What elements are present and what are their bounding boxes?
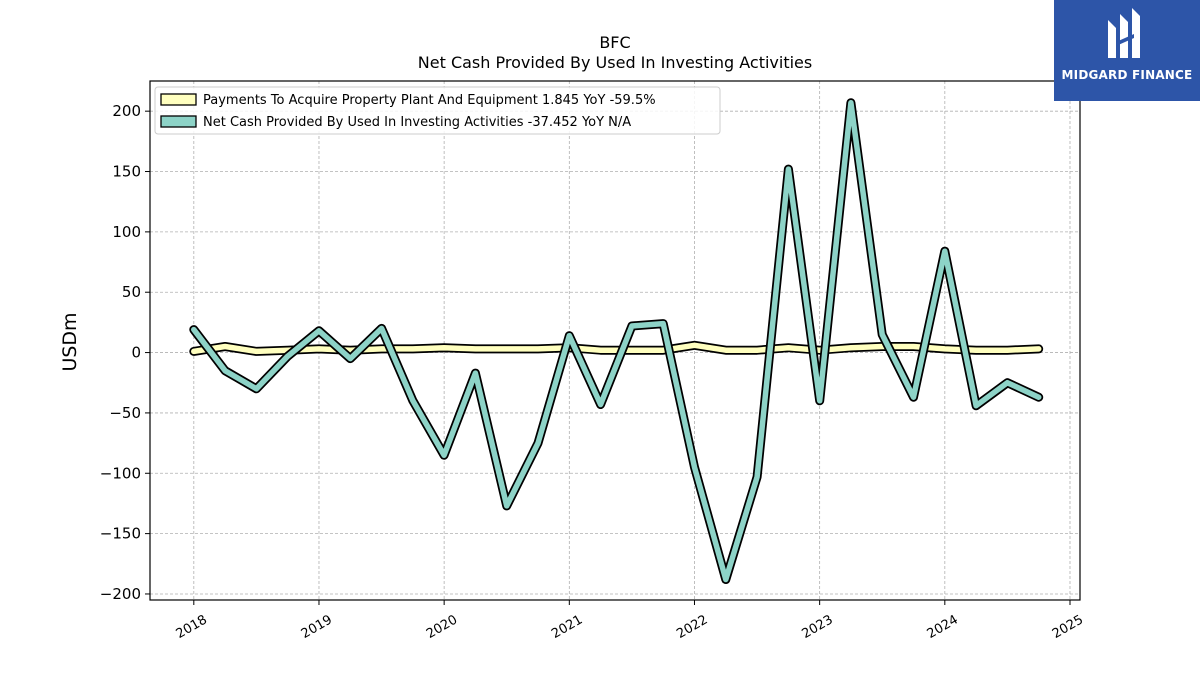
x-tick-label: 2020 (424, 612, 460, 642)
x-tick-label: 2025 (1050, 612, 1086, 642)
grid (150, 81, 1080, 600)
series-layer (189, 98, 1044, 584)
brand-logo: MIDGARD FINANCE (1054, 0, 1200, 101)
x-tick-label: 2018 (174, 612, 210, 642)
plot-frame (149, 80, 1081, 601)
chart-subtitle: Net Cash Provided By Used In Investing A… (418, 53, 812, 72)
legend: Payments To Acquire Property Plant And E… (154, 86, 721, 135)
x-tick-label: 2021 (549, 612, 585, 642)
y-tick-label: 50 (122, 283, 141, 301)
legend-label-net-cash: Net Cash Provided By Used In Investing A… (203, 115, 631, 130)
chart-title: BFC (599, 33, 630, 52)
x-tick-label: 2024 (925, 612, 961, 642)
y-tick-label: 0 (131, 344, 141, 362)
legend-swatch-net-cash (160, 115, 197, 128)
y-tick-label: 150 (112, 163, 141, 181)
legend-box (154, 86, 721, 135)
legend-label-ppe: Payments To Acquire Property Plant And E… (203, 93, 656, 108)
y-tick-label: −100 (100, 464, 141, 482)
x-tick-label: 2022 (674, 612, 710, 642)
x-tick-label: 2019 (299, 612, 335, 642)
axes: 200 150 100 50 0 −50 −100 −150 −200 2018 2019 2020 2… (100, 102, 1086, 642)
series-line-outline-1 (189, 98, 1044, 584)
y-tick-label: 200 (112, 102, 141, 120)
y-axis-label: USDm (59, 312, 81, 371)
legend-swatch-ppe (160, 93, 197, 106)
logo-mark-icon (1108, 8, 1140, 58)
series-line-1 (191, 99, 1042, 583)
y-tick-label: −50 (109, 404, 141, 422)
y-tick-label: −150 (100, 525, 141, 543)
y-tick-label: 100 (112, 223, 141, 241)
x-tick-label: 2023 (799, 612, 835, 642)
y-tick-label: −200 (100, 585, 141, 603)
logo-text: MIDGARD FINANCE (1061, 68, 1193, 82)
